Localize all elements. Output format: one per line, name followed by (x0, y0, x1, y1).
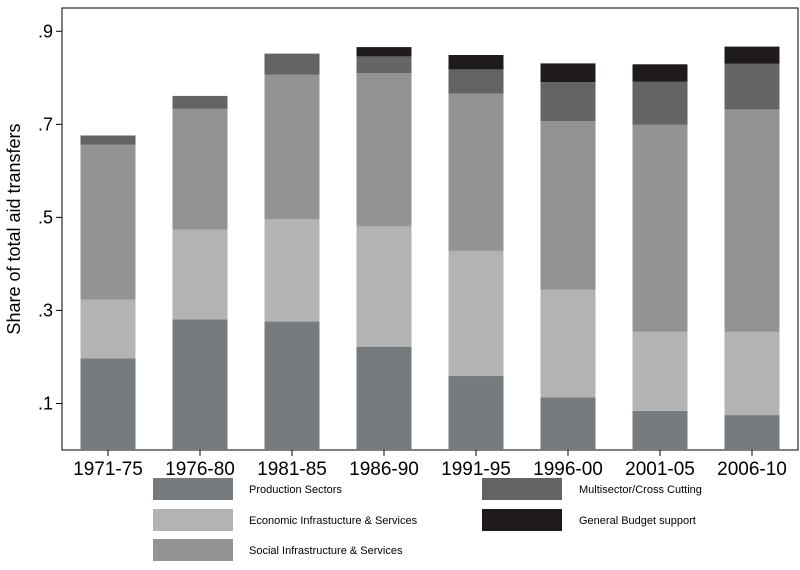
x-tick-label: 1971-75 (73, 459, 143, 480)
bar-segment-1976-80-4 (172, 95, 228, 109)
bar-segment-1986-90-4 (356, 56, 412, 74)
bar-segment-1976-80-2 (172, 229, 228, 320)
legend-swatch-1 (153, 478, 233, 500)
bar-segment-1996-00-2 (540, 289, 596, 398)
legend-swatch-4 (482, 478, 562, 500)
y-tick-label: .9 (38, 21, 53, 41)
y-tick-label: .5 (38, 207, 53, 227)
x-tick-label: 1981-85 (257, 459, 327, 480)
bar-segment-1991-95-5 (448, 55, 504, 70)
x-tick-label: 1991-95 (441, 459, 511, 480)
bar-segment-2001-05-4 (632, 81, 688, 125)
x-tick-label: 1976-80 (165, 459, 235, 480)
legend-swatch-2 (153, 509, 233, 531)
legend-swatch-3 (153, 539, 233, 561)
bar-segment-1991-95-3 (448, 93, 504, 251)
x-tick-label: 2006-10 (717, 459, 787, 480)
bar-segment-2006-10-3 (724, 109, 780, 332)
bar-segment-1976-80-1 (172, 319, 228, 450)
bar-segment-2006-10-2 (724, 331, 780, 416)
bar-segment-2006-10-1 (724, 415, 780, 450)
y-tick-label: .1 (38, 393, 53, 413)
x-tick-label: 1986-90 (349, 459, 419, 480)
x-tick-label: 2001-05 (625, 459, 695, 480)
bar-segment-1996-00-3 (540, 121, 596, 290)
bar-segment-1971-75-1 (80, 358, 136, 450)
bar-segment-1991-95-4 (448, 69, 504, 94)
bar-segment-1986-90-1 (356, 346, 412, 450)
bar-segment-2006-10-4 (724, 63, 780, 110)
y-tick-label: .3 (38, 300, 53, 320)
bar-segment-1986-90-2 (356, 226, 412, 347)
bar-segment-1981-85-4 (264, 53, 320, 75)
bar-segment-1971-75-2 (80, 299, 136, 359)
bar-segment-2001-05-2 (632, 331, 688, 411)
x-tick-label: 1996-00 (533, 459, 603, 480)
bar-segment-1971-75-3 (80, 144, 136, 300)
legend-label-5: General Budget support (579, 515, 696, 527)
bar-segment-1991-95-2 (448, 250, 504, 377)
y-axis-title: Share of total aid transfers (4, 123, 24, 334)
bar-segment-2001-05-3 (632, 124, 688, 332)
bar-segment-1996-00-5 (540, 63, 596, 82)
bar-segment-2001-05-5 (632, 64, 688, 82)
bar-segment-1996-00-4 (540, 82, 596, 122)
bar-segment-1996-00-1 (540, 397, 596, 450)
bar-segment-1976-80-3 (172, 109, 228, 230)
legend-label-1: Production Sectors (249, 484, 342, 496)
bar-segment-2006-10-5 (724, 46, 780, 64)
bar-segment-1981-85-2 (264, 219, 320, 322)
bar-segment-1971-75-4 (80, 135, 136, 145)
bar-segment-1981-85-3 (264, 74, 320, 220)
legend-label-4: Multisector/Cross Cutting (579, 484, 702, 496)
legend-label-2: Economic Infrastucture & Services (249, 515, 418, 527)
bar-segment-1986-90-5 (356, 47, 412, 57)
legend-swatch-5 (482, 509, 562, 531)
y-tick-label: .7 (38, 114, 53, 134)
plot-area (61, 7, 799, 451)
legend-label-3: Social Infrastructure & Services (249, 545, 403, 557)
bar-segment-1986-90-3 (356, 73, 412, 227)
bar-segment-2001-05-1 (632, 410, 688, 450)
bar-segment-1991-95-1 (448, 376, 504, 450)
bar-segment-1981-85-1 (264, 321, 320, 450)
